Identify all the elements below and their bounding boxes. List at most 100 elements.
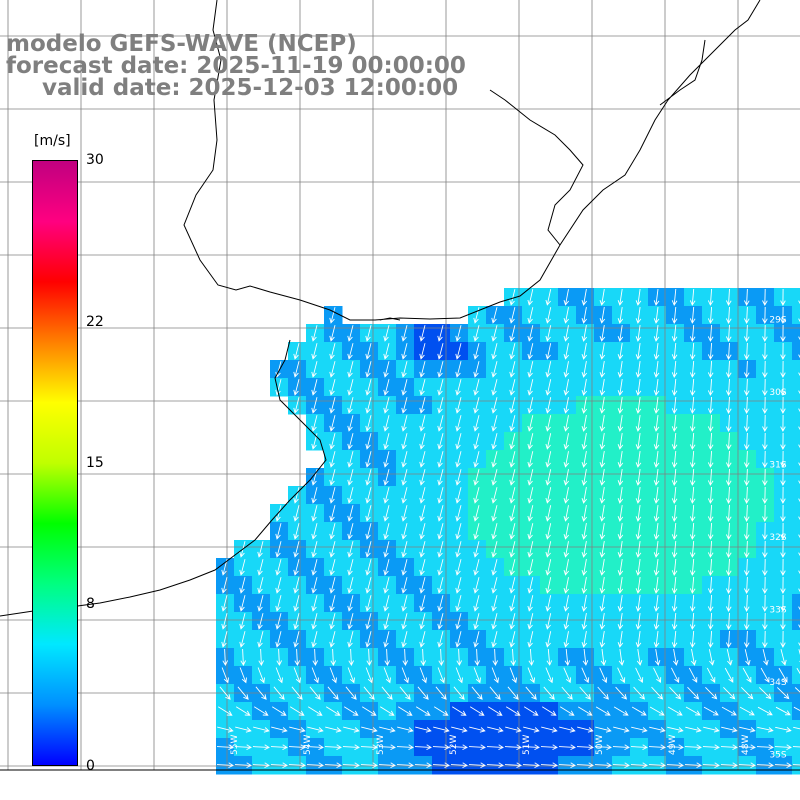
wind-arrow [581,505,588,522]
wind-arrow [221,667,229,684]
wind-arrow [743,630,750,648]
wind-arrow [474,648,481,666]
wind-arrow [401,631,408,648]
wind-arrow [725,576,732,594]
wind-arrow [487,706,503,716]
wind-cell [792,486,800,505]
wind-arrow [435,686,447,700]
wind-arrow [473,343,480,360]
wind-arrow [509,487,516,504]
coastline [183,0,761,321]
wind-arrow [563,541,570,558]
wind-arrow [599,379,606,396]
coastline-south [0,339,327,617]
wind-arrow [792,746,800,748]
wind-arrow [509,343,516,360]
wind-arrow [669,686,682,700]
wind-arrow [401,541,408,558]
wind-arrow [288,762,306,769]
wind-arrow [330,648,337,666]
wind-arrow [667,726,684,733]
wind-arrow [689,504,696,522]
wind-arrow [293,487,300,504]
wind-arrow [541,706,557,716]
wind-arrow [311,505,318,522]
wind-arrow [635,343,642,360]
wind-arrow [293,559,300,576]
wind-arrow [725,468,732,486]
wind-arrow [725,522,732,540]
wind-arrow [419,541,426,558]
wind-arrow [725,432,732,450]
wind-arrow [257,541,264,558]
wind-arrow [725,486,732,504]
wind-arrow [762,468,768,486]
wind-arrow [383,523,390,540]
wind-arrow [798,318,800,323]
wind-arrow [780,630,786,648]
wind-arrow [455,361,462,378]
wind-arrow [796,667,800,675]
wind-arrow [762,288,768,306]
wind-arrow [707,468,714,486]
wind-arrow [780,306,786,324]
wind-arrow [684,762,702,769]
wind-arrow [491,361,498,378]
wind-cell [792,360,800,379]
wind-arrow [509,631,516,648]
wind-arrow [617,541,624,558]
wind-arrow [617,631,624,648]
wind-arrow [491,577,498,594]
wind-arrow [581,307,588,324]
wind-arrow [743,576,750,594]
wind-arrow [253,726,270,733]
wind-arrow [780,360,786,378]
wind-arrow [527,433,534,450]
wind-arrow [563,361,570,378]
wind-arrow [707,306,714,324]
wind-arrow [234,762,252,769]
wind-arrow [271,726,288,733]
wind-arrow [491,433,498,450]
wind-arrow [451,726,468,733]
wind-arrow [563,325,570,342]
wind-arrow [689,360,696,378]
wind-arrow [257,559,264,576]
wind-arrow [293,595,300,612]
wind-arrow [419,379,426,396]
wind-arrow [545,505,552,522]
wind-arrow [612,744,630,751]
wind-arrow [307,706,323,716]
wind-arrow [775,706,791,716]
wind-arrow [491,451,498,468]
wind-arrow [775,726,792,733]
wind-arrow [505,706,521,716]
wind-arrow [257,613,264,630]
wind-arrow [545,523,552,540]
wind-arrow [527,541,534,558]
wind-arrow [545,379,552,396]
wind-arrow [455,523,462,540]
wind-arrow [383,415,390,432]
wind-arrow [343,726,360,733]
wind-cell [792,324,800,343]
wind-arrow [419,523,426,540]
wind-arrow [670,667,680,684]
wind-arrow [525,686,537,700]
wind-arrow [689,342,696,360]
wind-arrow [509,307,516,324]
wind-arrow [275,613,282,630]
wind-arrow [633,686,646,700]
wind-arrow [648,762,666,769]
wind-arrow [401,361,408,378]
wind-arrow [743,378,750,396]
wind-arrow [743,486,750,504]
wind-arrow [707,576,714,594]
wind-cell [792,738,800,757]
wind-arrow [527,307,534,324]
wind-arrow [708,649,715,666]
wind-arrow [437,577,444,594]
wind-cell [792,504,800,523]
wind-arrow [689,396,696,414]
